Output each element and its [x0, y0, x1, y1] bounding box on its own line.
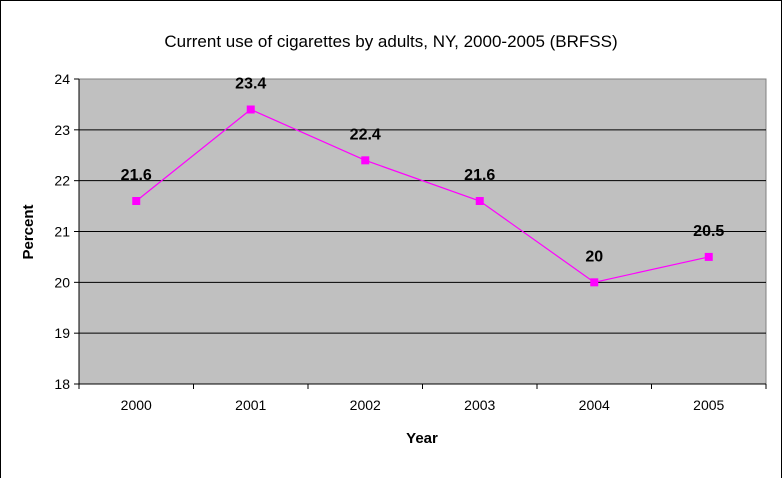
y-tick-label: 19: [54, 325, 70, 341]
data-point-marker: [475, 197, 484, 205]
data-label: 20.5: [693, 223, 724, 240]
data-labels: 21.6 23.4 22.4 21.6 20 20.5: [121, 76, 725, 266]
x-tick-label: 2004: [579, 397, 610, 413]
series-line-path: [135, 108, 709, 283]
data-point-marker: [246, 105, 255, 114]
x-axis: 2000 2001 2002 2003 2004 2005: [78, 383, 767, 413]
chart-title: Current use of cigarettes by adults, NY,…: [164, 32, 617, 51]
data-label: 23.4: [235, 76, 266, 93]
data-point-marker: [361, 156, 370, 165]
y-axis-title: Percent: [20, 204, 37, 259]
x-tick-label: 2005: [693, 397, 724, 413]
x-tick-label: 2001: [235, 397, 266, 413]
data-label: 21.6: [464, 167, 495, 184]
y-tick-label: 18: [54, 376, 70, 392]
y-tick-label: 24: [54, 71, 70, 87]
data-point-marker: [704, 252, 713, 261]
y-tick-label: 20: [54, 274, 70, 290]
y-tick-label: 21: [54, 224, 70, 240]
x-axis-title: Year: [406, 430, 438, 447]
data-label: 20: [585, 248, 603, 265]
y-axis: 18 19 20 21 22 23 24: [54, 71, 80, 392]
data-label: 22.4: [350, 126, 381, 143]
x-tick-label: 2000: [121, 397, 152, 413]
series-line: [135, 108, 709, 283]
data-point-marker: [590, 278, 599, 287]
y-tick-label: 22: [54, 173, 70, 189]
data-label: 21.6: [121, 167, 152, 184]
x-tick-label: 2002: [350, 397, 381, 413]
y-tick-label: 23: [54, 122, 70, 138]
data-point-marker: [132, 197, 141, 205]
x-tick-label: 2003: [464, 397, 495, 413]
series-markers: [132, 105, 713, 287]
